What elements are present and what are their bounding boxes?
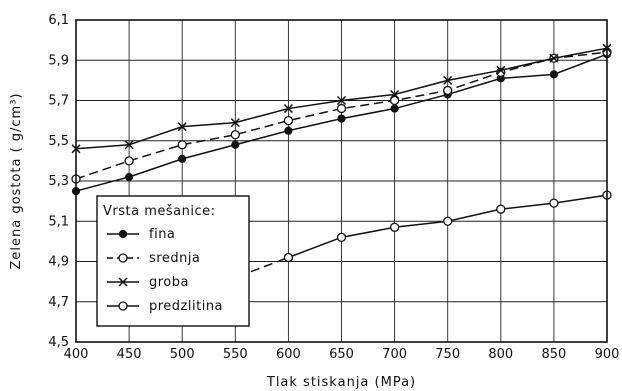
series-predzlitina-point [443,216,453,226]
series-fina-point [125,172,134,182]
x-tick-label: 550 [223,347,248,362]
series-predzlitina-extrapolation [224,256,289,283]
legend-label-predzlitina: predzlitina [149,299,223,314]
series-groba-point [496,65,506,75]
legend-entry-groba: groba [107,275,189,290]
series-srednja-point [177,140,187,150]
series-groba-point [283,104,293,114]
plot-frame [75,19,608,343]
y-axis-label: Zelena gostota ( g/cm³) [9,92,24,269]
cross-stroke [390,89,400,99]
y-tick-label: 5,5 [48,134,69,149]
tick-labels: 400 450 500 550 600 650 700 750 800 850 900 4,5 4,7 4… [48,13,619,362]
series-srednja-point [389,95,400,106]
legend: Vrsta mešanice: fina srednja groba predzlit… [96,195,250,327]
series-groba-point [124,140,134,150]
series-groba-point [230,118,240,128]
x-tick-label: 400 [64,347,89,362]
x-tick-label: 850 [541,347,566,362]
series-groba-point [390,89,400,99]
legend-label-fina: fina [149,227,175,242]
cross-stroke [549,53,559,63]
series-predzlitina-point [389,222,400,232]
y-tick-label: 5,9 [48,53,69,68]
series-srednja-point [336,103,347,114]
series-fina-point [178,154,187,163]
x-tick-label: 900 [595,347,620,362]
series-fina-point [549,70,559,79]
legend-label-srednja: srednja [149,251,200,266]
x-tick-label: 600 [276,347,301,362]
series-fina-point [337,114,346,123]
cross-stroke [118,277,128,287]
y-tick-label: 4,7 [48,295,69,310]
cross-stroke [336,95,347,106]
y-tick-label: 5,3 [48,174,69,189]
series-fina-point [390,104,399,113]
y-tick-label: 4,5 [48,335,69,350]
series-fina-point [284,126,293,135]
x-tick-label: 800 [488,347,513,362]
y-tick-label: 6,1 [48,13,69,28]
series-groba-point [177,122,187,132]
series-srednja-point [230,130,240,140]
cross-stroke [230,118,240,128]
series-predzlitina-point [283,252,294,263]
legend-entry-fina: fina [107,227,175,242]
y-tick-label: 4,9 [48,255,69,270]
x-tick-label: 650 [329,347,354,362]
legend-title: Vrsta mešanice: [103,204,215,219]
y-tick-label: 5,1 [48,214,69,229]
series-srednja-point [283,115,294,126]
cross-stroke [124,140,134,150]
y-tick-label: 5,7 [48,94,69,109]
x-tick-label: 450 [117,347,142,362]
legend-entry-predzlitina: predzlitina [107,299,223,314]
series-groba-point [549,53,559,63]
series-predzlitina [224,190,612,283]
x-tick-label: 750 [435,347,460,362]
series-layer [71,43,612,283]
series-groba-point [443,75,453,85]
x-tick-label: 500 [170,347,195,362]
cross-stroke [496,65,506,75]
x-axis-label: Tlak stiskanja (MPa) [266,375,416,390]
legend-entry-srednja: srednja [107,251,200,266]
series-predzlitina-point [336,232,347,243]
legend-marker-fina [118,229,128,239]
series-groba-point [336,95,347,106]
series-predzlitina-point [549,198,559,208]
cross-stroke [443,75,453,85]
series-fina [71,50,612,196]
legend-marker-predzlitina [118,301,128,311]
series-fina-point [231,140,240,149]
legend-marker-groba [118,277,128,287]
series-srednja-point [124,156,134,166]
legend-marker-srednja [118,253,128,263]
cross-stroke [283,104,293,114]
series-predzlitina-point [496,204,506,214]
legend-label-groba: groba [149,275,189,290]
cross-stroke [177,122,187,132]
x-tick-label: 700 [382,347,407,362]
series-srednja-point [443,85,453,96]
